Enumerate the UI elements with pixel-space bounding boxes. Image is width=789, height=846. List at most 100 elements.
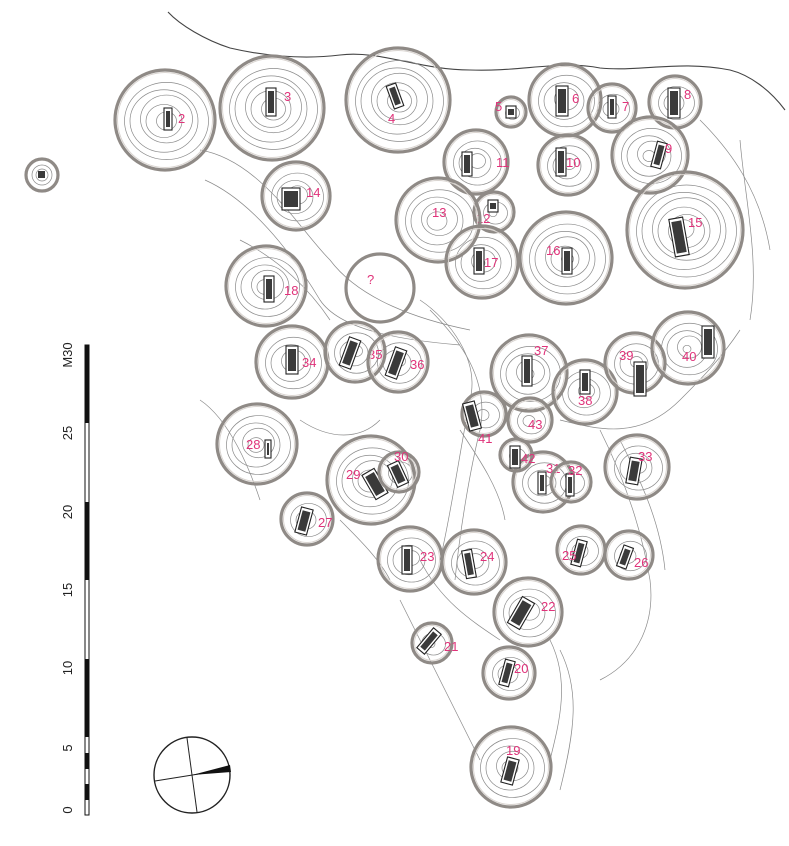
mound-37: 37 — [489, 333, 569, 413]
terrain-contour — [299, 419, 381, 436]
mound-16: 16 — [518, 210, 614, 306]
mound-label-29: 29 — [346, 467, 360, 482]
contour-ring — [547, 145, 592, 187]
contour-ring — [371, 72, 428, 126]
mound-label-42: 42 — [521, 451, 535, 466]
contour-ring — [626, 135, 672, 177]
terrain-contour — [549, 639, 562, 761]
contour-ring — [376, 82, 418, 120]
grave-contents — [564, 251, 570, 271]
contour-ring — [242, 427, 275, 459]
contour-ring — [453, 140, 502, 186]
contour-ring — [377, 342, 422, 384]
mound-unknown — [344, 252, 416, 324]
mound-ring — [260, 160, 332, 232]
mound-inner-ring — [117, 72, 213, 168]
mound-inner-ring — [485, 649, 533, 697]
mound-13: 13 — [394, 176, 482, 264]
mound-ring — [603, 529, 655, 581]
grave-contents — [389, 86, 401, 106]
terrain-contour — [419, 559, 501, 641]
mound-inner-ring — [398, 180, 478, 260]
contour-ring — [552, 152, 582, 180]
north-arrow-icon — [153, 736, 231, 814]
mound-ring — [481, 645, 537, 701]
mound-ring — [410, 621, 454, 665]
contour-ring — [455, 236, 512, 290]
grave-contents — [510, 600, 532, 626]
contour-ring — [451, 540, 500, 586]
mound-4: 4 — [344, 46, 452, 154]
contour-ring — [485, 745, 535, 791]
mound-2: 2 — [113, 68, 217, 172]
grave-contents — [490, 203, 496, 209]
terrain-contour — [199, 399, 261, 501]
contour-ring — [234, 75, 308, 143]
mound-inner-ring — [590, 86, 634, 130]
terrain-contour — [619, 439, 666, 571]
contour-ring — [480, 738, 545, 798]
mound-label-17: 17 — [484, 255, 498, 270]
grave-contents — [288, 349, 296, 371]
mound-3: 3 — [218, 54, 326, 162]
mound-label-39: 39 — [619, 348, 633, 363]
mound-inner-ring — [380, 529, 440, 589]
mound-ring — [536, 133, 600, 197]
scale-tick-label: 10 — [60, 661, 75, 675]
grave-contents — [558, 89, 566, 113]
contour-ring — [522, 415, 536, 427]
mound-inner-ring — [531, 66, 599, 134]
terrain-contour — [199, 149, 471, 331]
mound-label-10: 10 — [566, 155, 580, 170]
mound-ring — [586, 82, 638, 134]
contour-ring — [405, 189, 474, 253]
contour-ring — [140, 94, 193, 144]
mound-label-25: 25 — [562, 548, 576, 563]
mound-inner-ring — [522, 214, 610, 302]
mound-inner-ring — [607, 533, 651, 577]
mound-label-23: 23 — [420, 549, 434, 564]
grave-contents — [508, 109, 514, 115]
grave-contents — [464, 552, 474, 576]
mound-inner-ring — [444, 532, 504, 592]
mound-5: 5 — [494, 95, 528, 129]
mound-label-9: 9 — [665, 141, 672, 156]
mound-ring — [518, 210, 614, 306]
mound-28: 28 — [215, 402, 299, 486]
mound-label-7: 7 — [622, 99, 629, 114]
mound-inner-ring — [348, 50, 448, 150]
mound-20: 20 — [481, 645, 537, 701]
contour-ring — [458, 147, 492, 179]
mound-38: 38 — [551, 358, 619, 426]
contour-ring — [392, 544, 426, 576]
mound-label-22: 22 — [541, 599, 555, 614]
contour-ring — [421, 202, 458, 236]
mound-ring — [469, 725, 553, 809]
contour-ring — [566, 535, 599, 567]
mound-ring — [215, 402, 299, 486]
mound-9: 9 — [610, 115, 690, 195]
contour-ring — [226, 415, 291, 475]
contour-ring — [129, 89, 199, 153]
contour-ring — [270, 344, 312, 382]
grave-contents — [524, 359, 530, 383]
mound-inner-ring — [448, 228, 516, 296]
contour-ring — [614, 445, 663, 491]
grave-contents — [266, 279, 272, 299]
contour-ring — [426, 211, 448, 231]
contour-ring — [229, 68, 318, 150]
mound-inner-ring — [219, 406, 295, 482]
mound-label-16: 16 — [546, 243, 560, 258]
contour-ring — [614, 540, 647, 572]
mound-ring — [492, 576, 564, 648]
scale-tick-label: 5 — [60, 744, 75, 751]
contour-ring — [621, 128, 682, 184]
contour-ring — [387, 89, 412, 113]
contour-ring — [460, 244, 502, 282]
grave-contents — [342, 340, 358, 366]
mound-30: 30 — [377, 449, 421, 494]
mound-41: 41 — [460, 390, 508, 446]
isolated-mound — [24, 157, 60, 193]
mound-10: 10 — [536, 133, 600, 197]
